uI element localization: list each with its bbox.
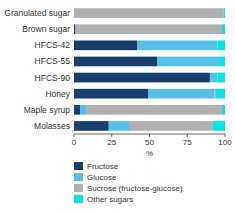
legend-label: Sucrose (fructose-glucose) bbox=[87, 184, 183, 193]
legend-swatch bbox=[74, 184, 83, 192]
bar-segment bbox=[210, 73, 218, 83]
x-tick bbox=[225, 134, 226, 137]
bar-segment bbox=[213, 121, 225, 131]
bar-segment bbox=[74, 105, 80, 115]
category-label: Maple syrup bbox=[24, 105, 71, 115]
bar-segment bbox=[157, 57, 219, 67]
bar-segment bbox=[214, 89, 216, 99]
category-label: HFCS-55 bbox=[35, 56, 71, 66]
bar-segment bbox=[217, 73, 225, 83]
category-label: Molasses bbox=[34, 121, 70, 131]
bar-segment bbox=[130, 121, 213, 131]
x-tick bbox=[74, 134, 75, 137]
bar-segment bbox=[74, 121, 109, 131]
bar-segment bbox=[219, 57, 225, 67]
bar-segment bbox=[74, 73, 210, 83]
x-axis-label: % bbox=[146, 149, 153, 158]
x-tick-label: 25 bbox=[107, 138, 116, 147]
x-tick-label: 0 bbox=[72, 138, 77, 147]
bar-segment bbox=[137, 40, 217, 50]
bar-segment bbox=[74, 57, 157, 67]
x-tick-label: 50 bbox=[145, 138, 154, 147]
legend-label: Other sugars bbox=[87, 195, 133, 204]
x-tick-label: 75 bbox=[183, 138, 192, 147]
bar-segment bbox=[76, 24, 222, 34]
x-tick bbox=[187, 134, 188, 137]
bar-segment bbox=[216, 89, 225, 99]
x-tick bbox=[111, 134, 112, 137]
bar-segment bbox=[109, 121, 130, 131]
legend-label: Fructose bbox=[87, 162, 119, 171]
category-label: Honey bbox=[45, 89, 70, 99]
bar-segment bbox=[223, 8, 225, 18]
bar-segment bbox=[86, 105, 222, 115]
bar-segment bbox=[222, 105, 225, 115]
bar-segment bbox=[74, 8, 223, 18]
legend-swatch bbox=[74, 173, 83, 181]
bar-segment bbox=[222, 24, 225, 34]
legend-swatch bbox=[74, 195, 83, 203]
category-label: HFCS-90 bbox=[35, 73, 71, 83]
category-label: Brown sugar bbox=[22, 24, 70, 34]
category-label: HFCS-42 bbox=[35, 40, 71, 50]
chart: Granulated sugar Brown sugar HFCS-42 HFCS-5… bbox=[0, 0, 235, 214]
legend-swatch bbox=[74, 162, 83, 170]
bar-segment bbox=[217, 40, 225, 50]
x-tick-label: 100 bbox=[218, 138, 232, 147]
bar-segment bbox=[74, 40, 137, 50]
bar-segment bbox=[74, 24, 76, 34]
bar-segment bbox=[148, 89, 214, 99]
bar-segment bbox=[80, 105, 86, 115]
legend: Fructose Glucose Sucrose (fructose-glucose… bbox=[74, 162, 183, 204]
bars bbox=[74, 8, 225, 131]
x-tick bbox=[149, 134, 150, 137]
category-label: Granulated sugar bbox=[4, 8, 70, 18]
bar-segment bbox=[74, 89, 148, 99]
legend-label: Glucose bbox=[87, 173, 117, 182]
